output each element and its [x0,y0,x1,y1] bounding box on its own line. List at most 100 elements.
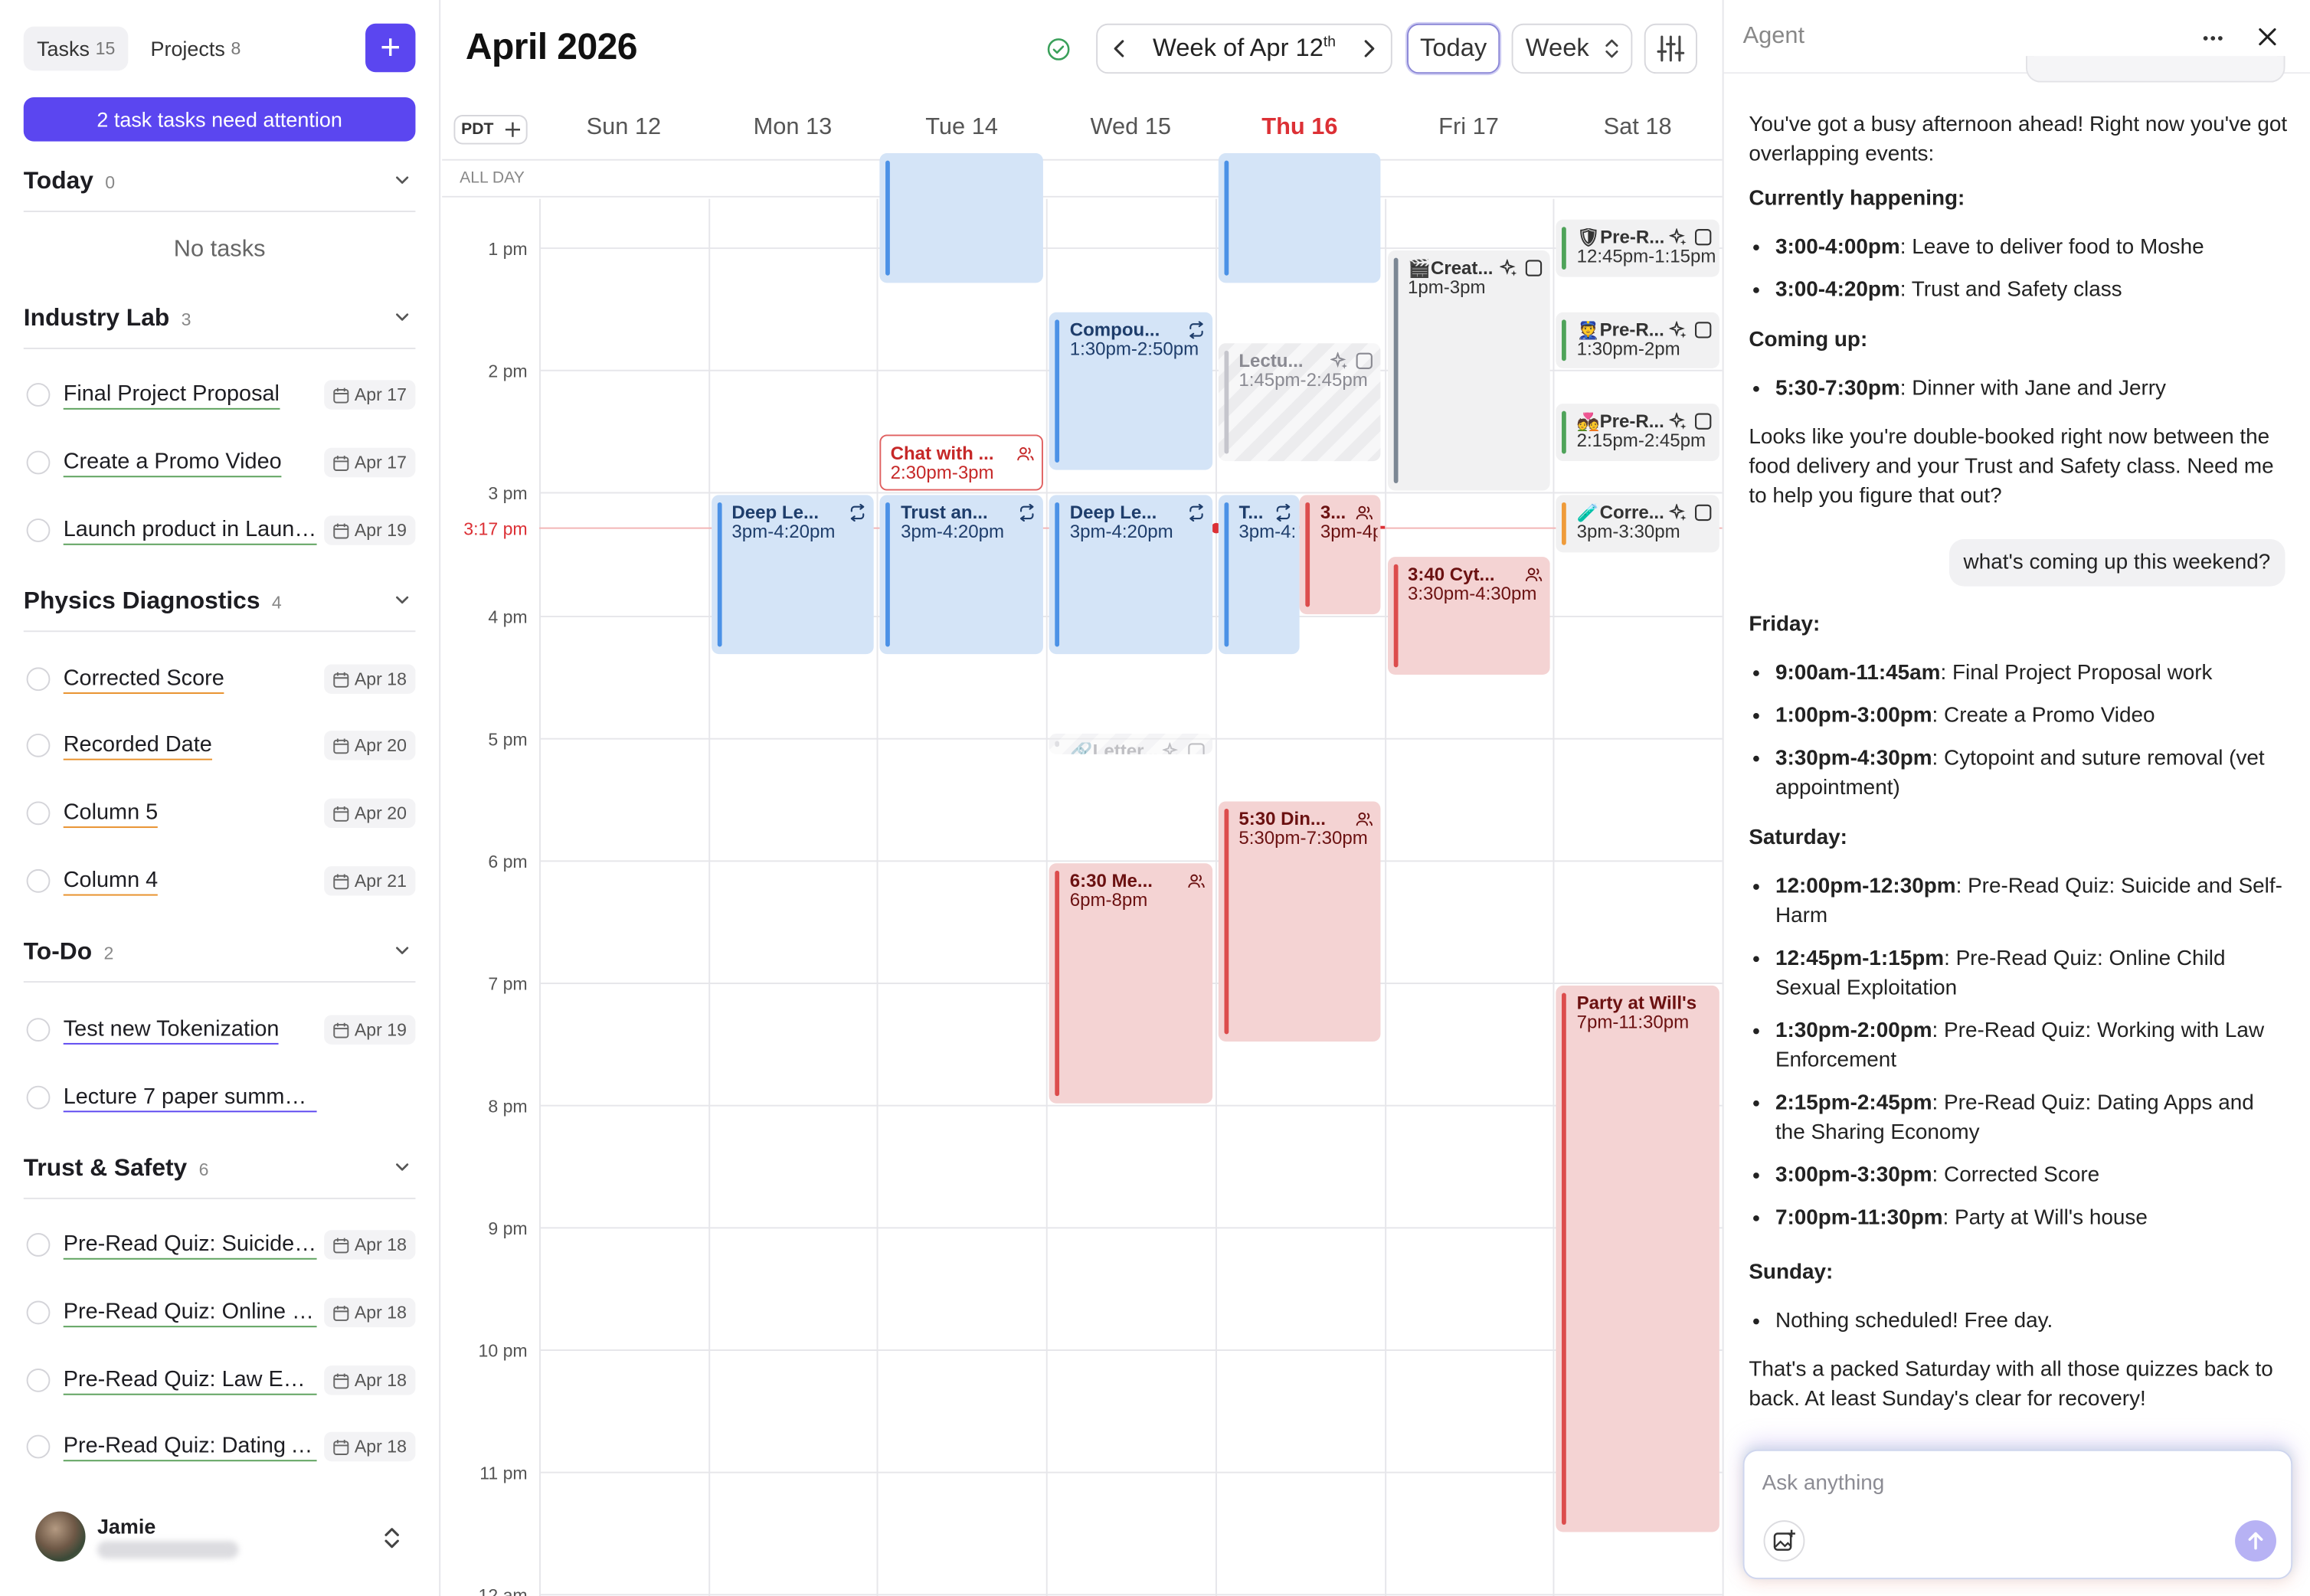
task-checkbox[interactable] [26,1369,51,1392]
close-icon[interactable] [2256,25,2279,49]
section-header[interactable]: Industry Lab 3 [23,290,416,349]
timezone-button[interactable]: PDT [453,115,528,145]
task-name[interactable]: Pre-Read Quiz: Suicide and Self-Harm [63,1230,317,1260]
checkbox-icon[interactable] [1694,413,1712,430]
task-item[interactable]: Column 4 Apr 21 [24,859,416,903]
task-checkbox[interactable] [26,383,51,407]
calendar-event[interactable]: 💑Pre-R... 2:15pm-2:45pm [1556,404,1719,461]
task-checkbox[interactable] [26,1018,51,1042]
task-item[interactable]: Final Project Proposal Apr 17 [24,373,416,417]
view-settings-button[interactable] [1644,23,1697,74]
time-grid[interactable]: 1 pm 2 pm 3 pm 4 pm 5 pm 6 pm 7 pm 8 pm 9 pm 10 p… [442,152,1723,1596]
user-account-switcher[interactable]: Jamie [35,1509,415,1568]
task-item[interactable]: Pre-Read Quiz: Dating Apps Apr 18 [24,1424,416,1469]
attach-image-button[interactable] [1763,1520,1805,1562]
task-item[interactable]: Pre-Read Quiz: Suicide and Self-Harm Apr … [24,1223,416,1267]
task-name[interactable]: Pre-Read Quiz: Online Child Sexual Explo… [63,1298,317,1328]
checkbox-icon[interactable] [1187,743,1205,755]
chevron-left-icon[interactable] [1109,38,1130,59]
calendar-event[interactable]: 5:30 Din... 5:30pm-7:30pm [1218,801,1382,1042]
calendar-event[interactable]: 🧪Corre... 3pm-3:30pm [1556,495,1719,553]
task-checkbox[interactable] [26,1085,51,1110]
add-task-button[interactable]: + [365,23,416,73]
section-header[interactable]: To-Do 2 [23,924,416,983]
day-header[interactable]: Thu 16 [1261,115,1338,140]
task-item[interactable]: Corrected Score Apr 18 [24,657,416,702]
calendar-event[interactable]: T...3pm-4:20pm [1218,495,1300,654]
task-item[interactable]: Launch product in Launch Lab Apr 19 [24,509,416,553]
task-checkbox[interactable] [26,1300,51,1325]
task-name[interactable]: Recorded Date [63,731,212,760]
more-options-icon[interactable] [2201,27,2225,51]
view-select[interactable]: Week [1511,23,1633,74]
calendar-event[interactable]: Deep Le... 3pm-4:20pm [1049,495,1212,654]
day-header[interactable]: Sun 12 [586,115,662,140]
task-checkbox[interactable] [26,733,51,757]
task-name[interactable]: Test new Tokenization [63,1015,280,1045]
checkbox-icon[interactable] [1694,505,1712,522]
section-header[interactable]: Physics Diagnostics 4 [23,573,416,633]
task-name[interactable]: Create a Promo Video [63,448,282,478]
calendar-event[interactable]: 6:30 Me... 6pm-8pm [1049,862,1212,1104]
section-header[interactable]: Trust & Safety 6 [23,1140,416,1199]
checkbox-icon[interactable] [1356,352,1374,369]
calendar-event[interactable]: 🛡Pre-R... 12:45pm-1:15pm [1556,220,1719,277]
calendar-event[interactable]: 3...3pm-4pm [1299,495,1381,614]
ask-input[interactable]: Ask anything [1762,1471,1885,1496]
chevron-down-icon[interactable] [395,172,410,187]
tab-projects[interactable]: Projects 8 [137,27,254,71]
task-checkbox[interactable] [26,450,51,475]
calendar-event[interactable] [880,152,1044,283]
task-item[interactable]: Test new Tokenization Apr 19 [24,1008,416,1052]
today-button[interactable]: Today [1407,23,1500,74]
attention-banner-button[interactable]: 2 task tasks need attention [23,96,416,142]
task-item[interactable]: Column 5 Apr 20 [24,791,416,836]
task-item[interactable]: Pre-Read Quiz: Online Child Sexual Explo… [24,1290,416,1335]
send-button[interactable] [2235,1520,2276,1562]
task-name[interactable]: Pre-Read Quiz: Law Enforcement [63,1365,317,1395]
task-name[interactable]: Pre-Read Quiz: Dating Apps [63,1432,317,1462]
chevron-right-icon[interactable] [1359,38,1379,59]
all-day-row[interactable]: ALL DAY [442,159,1723,198]
task-checkbox[interactable] [26,868,51,893]
chevron-down-icon[interactable] [395,309,410,324]
calendar-event[interactable]: Chat with ... 2:30pm-3pm [880,434,1044,492]
day-header[interactable]: Wed 15 [1090,115,1171,140]
task-name[interactable]: Launch product in Launch Lab [63,515,317,545]
section-header[interactable]: Today 0 [23,153,416,212]
calendar-event[interactable]: 👮Pre-R... 1:30pm-2pm [1556,312,1719,369]
task-name[interactable]: Lecture 7 paper summaries [63,1083,317,1113]
task-name[interactable]: Corrected Score [63,665,224,695]
task-item[interactable]: Create a Promo Video Apr 17 [24,440,416,485]
chevron-down-icon[interactable] [395,1159,410,1174]
checkbox-icon[interactable] [1525,260,1543,277]
task-name[interactable]: Final Project Proposal [63,380,280,410]
task-item[interactable]: Recorded Date Apr 20 [24,723,416,767]
calendar-event[interactable]: Lectu... 1:45pm-2:45pm [1218,342,1382,461]
task-checkbox[interactable] [26,801,51,826]
task-item[interactable]: Lecture 7 paper summaries [24,1075,416,1120]
day-header[interactable]: Fri 17 [1438,115,1499,140]
chevron-down-icon[interactable] [395,592,410,607]
calendar-event[interactable]: Party at Will's ...7pm-11:30pm [1556,985,1719,1532]
calendar-event[interactable]: Deep Le... 3pm-4:20pm [711,495,875,654]
calendar-event[interactable]: 🔗Letter... [1049,734,1212,755]
calendar-event[interactable]: Trust an... 3pm-4:20pm [880,495,1044,654]
task-checkbox[interactable] [26,1233,51,1257]
task-checkbox[interactable] [26,1434,51,1459]
calendar-event[interactable] [1218,152,1382,283]
checkbox-icon[interactable] [1694,229,1712,247]
calendar-event[interactable]: 🎬Creat... 1pm-3pm [1387,250,1550,492]
task-name[interactable]: Column 4 [63,866,159,896]
chevron-down-icon[interactable] [395,943,410,957]
task-checkbox[interactable] [26,518,51,542]
task-name[interactable]: Column 5 [63,799,159,829]
day-header[interactable]: Tue 14 [925,115,998,140]
calendar-event[interactable]: Compou... 1:30pm-2:50pm [1049,312,1212,471]
calendar-event[interactable]: 3:40 Cyt... 3:30pm-4:30pm [1387,557,1550,675]
checkbox-icon[interactable] [1694,321,1712,338]
tab-tasks[interactable]: Tasks 15 [23,26,129,71]
day-header[interactable]: Mon 13 [753,115,833,140]
task-checkbox[interactable] [26,667,51,692]
day-header[interactable]: Sat 18 [1603,115,1672,140]
